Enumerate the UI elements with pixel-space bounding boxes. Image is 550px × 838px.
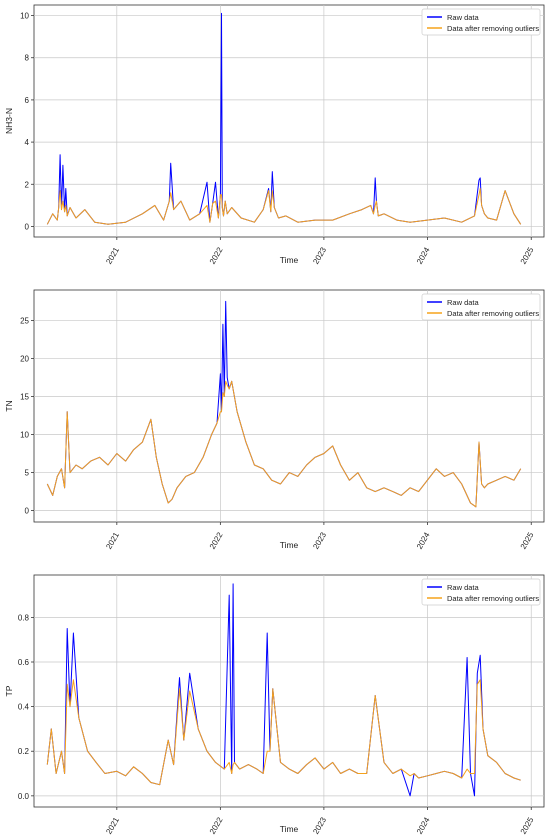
y-tick-label: 4 bbox=[25, 138, 30, 147]
x-tick-label: 2023 bbox=[311, 815, 328, 835]
legend-entry: Raw data bbox=[447, 13, 480, 22]
x-tick-label: 2024 bbox=[415, 815, 432, 835]
y-tick-label: 15 bbox=[20, 392, 29, 401]
legend: Raw data Data after removing outliers bbox=[421, 8, 541, 36]
y-tick-label: 8 bbox=[25, 54, 30, 63]
legend-entry: Raw data bbox=[447, 298, 480, 307]
y-tick-label: 6 bbox=[25, 96, 30, 105]
x-tick-label: 2023 bbox=[311, 245, 328, 265]
x-tick-label: 2021 bbox=[104, 530, 121, 550]
legend-entry: Raw data bbox=[447, 583, 480, 592]
legend-box bbox=[421, 578, 541, 606]
y-axis-label: TN bbox=[4, 400, 14, 411]
x-tick-label: 2025 bbox=[519, 815, 536, 835]
x-tick-label: 2022 bbox=[208, 245, 225, 265]
x-tick-label: 2024 bbox=[415, 530, 432, 550]
y-axis-label: TP bbox=[4, 685, 14, 696]
y-tick-label: 0.0 bbox=[18, 792, 30, 801]
legend-entry: Data after removing outliers bbox=[447, 309, 539, 318]
x-axis-label: Time bbox=[280, 824, 299, 834]
y-tick-label: 5 bbox=[25, 469, 30, 478]
x-tick-label: 2021 bbox=[104, 815, 121, 835]
x-tick-label: 2022 bbox=[208, 530, 225, 550]
y-tick-label: 10 bbox=[20, 12, 29, 21]
x-tick-label: 2022 bbox=[208, 815, 225, 835]
legend-entry: Data after removing outliers bbox=[447, 24, 539, 33]
y-tick-label: 0.2 bbox=[18, 747, 30, 756]
x-tick-label: 2024 bbox=[415, 245, 432, 265]
y-tick-label: 0.6 bbox=[18, 658, 30, 667]
x-tick-label: 2023 bbox=[311, 530, 328, 550]
x-tick-label: 2021 bbox=[104, 245, 121, 265]
y-tick-label: 0.8 bbox=[18, 613, 30, 622]
x-axis-label: Time bbox=[280, 540, 299, 550]
x-axis-label: Time bbox=[280, 255, 299, 265]
y-tick-label: 0.4 bbox=[18, 703, 30, 712]
plot-area bbox=[33, 289, 545, 523]
chart-panel-1: 0 2 4 6 8 10 2021 2022 2023 2024 2025 Time NH3-N Raw … bbox=[4, 4, 545, 266]
y-tick-label: 0 bbox=[25, 222, 30, 231]
plot-area bbox=[33, 4, 545, 238]
legend: Raw data Data after removing outliers bbox=[421, 293, 541, 321]
legend-box bbox=[421, 8, 541, 36]
y-tick-label: 2 bbox=[25, 180, 30, 189]
series-line-cleaned bbox=[46, 188, 522, 225]
series-line-cleaned bbox=[46, 679, 521, 786]
y-tick-label: 25 bbox=[20, 316, 29, 325]
chart-panel-3: 0.0 0.2 0.4 0.6 0.8 2021 2022 2023 2024 2025 Time T… bbox=[4, 574, 545, 836]
legend: Raw data Data after removing outliers bbox=[421, 578, 541, 606]
legend-box bbox=[421, 293, 541, 321]
y-axis-label: NH3-N bbox=[4, 108, 14, 134]
y-tick-label: 0 bbox=[25, 507, 30, 516]
y-tick-label: 20 bbox=[20, 354, 29, 363]
legend-entry: Data after removing outliers bbox=[447, 594, 539, 603]
series-line-cleaned bbox=[46, 380, 522, 508]
x-tick-label: 2025 bbox=[519, 245, 536, 265]
x-tick-label: 2025 bbox=[519, 530, 536, 550]
y-tick-label: 10 bbox=[20, 431, 29, 440]
